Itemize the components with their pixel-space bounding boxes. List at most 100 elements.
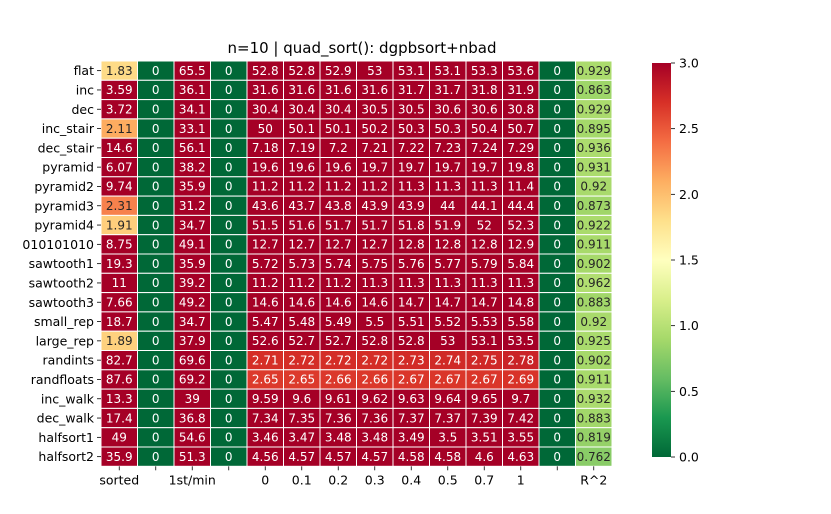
cell-value-label: 5.5 <box>365 315 384 329</box>
cell-value-label: 43.6 <box>252 199 279 213</box>
cell-value-label: 5.52 <box>434 315 461 329</box>
cell-value-label: 14.8 <box>507 295 534 309</box>
cell-value-label: 35.9 <box>179 257 206 271</box>
cell-value-label: 11.2 <box>325 180 352 194</box>
cell-value-label: 14.7 <box>398 295 425 309</box>
cell-value-label: 0 <box>152 160 160 174</box>
cell-value-label: 9.7 <box>511 392 530 406</box>
cell-value-label: 7.24 <box>471 141 498 155</box>
cell-value-label: 37.9 <box>179 334 206 348</box>
cell-value-label: 9.74 <box>106 180 133 194</box>
cell-value-label: 2.72 <box>325 353 352 367</box>
cell-value-label: 0 <box>225 102 233 116</box>
colorbar-ticks: 0.0 0.5 1.0 1.5 2.0 2.5 3.0 <box>671 56 699 465</box>
cell-value-label: 44 <box>440 199 455 213</box>
cell-value-label: 14.6 <box>325 295 352 309</box>
cell-value-label: 43.7 <box>288 199 315 213</box>
cell-value-label: 2.73 <box>398 353 425 367</box>
cell-value-label: 5.49 <box>325 315 352 329</box>
cell-value-label: 11.2 <box>288 276 315 290</box>
cell-value-label: 50 <box>258 122 273 136</box>
column-label: 0 <box>261 472 269 487</box>
cell-value-label: 12.9 <box>507 238 534 252</box>
cell-value-label: 3.55 <box>507 431 534 445</box>
colorbar-tick-label: 0.0 <box>679 450 699 465</box>
cell-value-label: 0 <box>553 353 561 367</box>
cell-value-label: 51.3 <box>179 450 206 464</box>
cell-value-label: 31.9 <box>507 83 534 97</box>
cell-value-label: 51.9 <box>434 218 461 232</box>
cell-value-label: 4.58 <box>398 450 425 464</box>
cell-value-label: 4.58 <box>434 450 461 464</box>
cell-value-label: 19.8 <box>507 160 534 174</box>
cell-value-label: 13.3 <box>106 392 133 406</box>
cell-value-label: 30.5 <box>398 102 425 116</box>
cell-value-label: 0.902 <box>577 353 611 367</box>
cell-value-label: 52 <box>477 218 492 232</box>
cell-value-label: 0.932 <box>577 392 611 406</box>
cell-value-label: 2.66 <box>325 373 352 387</box>
cell-value-label: 30.5 <box>361 102 388 116</box>
cell-value-label: 53 <box>440 334 455 348</box>
cell-value-label: 5.74 <box>325 257 352 271</box>
cell-value-label: 12.7 <box>325 238 352 252</box>
cell-value-label: 4.57 <box>288 450 315 464</box>
row-label: 010101010 <box>22 237 94 252</box>
cell-value-label: 7.23 <box>434 141 461 155</box>
cell-value-label: 19.6 <box>252 160 279 174</box>
cell-value-label: 0 <box>152 141 160 155</box>
cell-value-label: 3.48 <box>361 431 388 445</box>
cell-value-label: 0 <box>225 218 233 232</box>
cell-value-label: 0 <box>553 180 561 194</box>
cell-value-label: 3.47 <box>288 431 315 445</box>
cell-value-label: 3.49 <box>398 431 425 445</box>
cell-value-label: 0 <box>553 102 561 116</box>
cell-value-label: 0 <box>225 373 233 387</box>
cell-value-label: 7.36 <box>325 411 352 425</box>
cell-value-label: 0 <box>225 141 233 155</box>
row-label: randints <box>43 353 94 368</box>
cell-value-label: 7.29 <box>507 141 534 155</box>
cell-value-label: 0 <box>225 83 233 97</box>
row-label: inc_stair <box>42 121 95 136</box>
cell-value-label: 52.6 <box>252 334 279 348</box>
cell-value-label: 1.89 <box>106 334 133 348</box>
cell-value-label: 14.7 <box>434 295 461 309</box>
cell-value-label: 0 <box>225 295 233 309</box>
cell-value-label: 0.895 <box>577 122 611 136</box>
cell-value-label: 3.51 <box>471 431 498 445</box>
cell-value-label: 0 <box>152 238 160 252</box>
cell-value-label: 30.6 <box>434 102 461 116</box>
cell-value-label: 7.19 <box>288 141 315 155</box>
cell-value-label: 0 <box>225 64 233 78</box>
cell-value-label: 51.7 <box>361 218 388 232</box>
cell-value-label: 87.6 <box>106 373 133 387</box>
row-label: sawtooth2 <box>29 275 94 290</box>
cell-value-label: 0 <box>152 257 160 271</box>
cell-value-label: 3.5 <box>438 431 457 445</box>
cell-value-label: 0 <box>152 122 160 136</box>
cell-value-label: 52.8 <box>361 334 388 348</box>
cell-value-label: 53 <box>367 64 382 78</box>
cell-value-label: 11.2 <box>288 180 315 194</box>
cell-value-label: 0 <box>152 431 160 445</box>
cell-value-label: 0 <box>553 392 561 406</box>
cell-value-label: 0 <box>553 83 561 97</box>
cell-value-label: 7.66 <box>106 295 133 309</box>
cell-value-label: 4.56 <box>252 450 279 464</box>
cell-value-label: 31.7 <box>398 83 425 97</box>
cell-value-label: 51.5 <box>252 218 279 232</box>
cell-value-label: 69.2 <box>179 373 206 387</box>
colorbar-tick-label: 1.5 <box>679 253 699 268</box>
cell-value-label: 0.92 <box>580 180 607 194</box>
column-label: 0.3 <box>365 472 385 487</box>
cell-value-label: 1.83 <box>106 64 133 78</box>
cell-value-label: 5.48 <box>288 315 315 329</box>
cell-value-label: 0 <box>553 450 561 464</box>
cell-value-label: 7.35 <box>288 411 315 425</box>
cell-value-label: 52.9 <box>325 64 352 78</box>
cell-value-label: 0 <box>152 64 160 78</box>
cell-value-label: 39 <box>185 392 200 406</box>
column-label: sorted <box>99 472 139 487</box>
